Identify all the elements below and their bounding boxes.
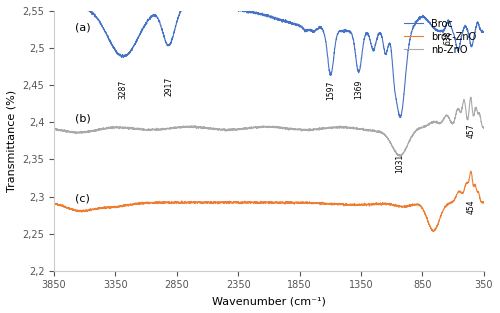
broc-ZnO [234, 201, 240, 205]
Text: (b): (b) [75, 114, 90, 124]
Broc [51, 3, 57, 7]
nb-ZnO [468, 95, 474, 99]
Text: 454: 454 [466, 199, 475, 214]
nb-ZnO [426, 122, 432, 126]
nb-ZnO [51, 128, 57, 131]
Line: Broc: Broc [54, 4, 484, 117]
Broc [216, 7, 222, 11]
Text: 457: 457 [466, 124, 475, 138]
broc-ZnO [216, 200, 222, 204]
broc-ZnO [126, 203, 132, 207]
Text: 638: 638 [444, 30, 453, 45]
Broc [426, 20, 432, 24]
broc-ZnO [430, 230, 436, 233]
Text: (c): (c) [75, 193, 90, 203]
Text: 2917: 2917 [164, 77, 173, 96]
Broc [126, 51, 132, 55]
broc-ZnO [468, 169, 474, 173]
nb-ZnO [126, 126, 132, 130]
nb-ZnO [472, 106, 478, 110]
Legend: Broc, broc-ZnO, nb-ZnO: Broc, broc-ZnO, nb-ZnO [400, 16, 479, 58]
Broc [234, 8, 240, 12]
Line: nb-ZnO: nb-ZnO [54, 97, 484, 156]
Broc [68, 3, 73, 6]
Text: 1369: 1369 [354, 79, 363, 99]
Text: 1597: 1597 [326, 81, 335, 100]
Y-axis label: Transmittance (%): Transmittance (%) [7, 90, 17, 192]
broc-ZnO [426, 222, 432, 226]
Broc [472, 27, 478, 30]
broc-ZnO [481, 200, 487, 204]
Broc [481, 30, 487, 34]
nb-ZnO [100, 127, 106, 131]
Text: 3287: 3287 [118, 80, 128, 99]
X-axis label: Wavenumber (cm⁻¹): Wavenumber (cm⁻¹) [212, 296, 326, 306]
nb-ZnO [398, 154, 404, 158]
broc-ZnO [51, 203, 57, 206]
broc-ZnO [100, 206, 106, 210]
nb-ZnO [481, 126, 487, 130]
Text: (a): (a) [75, 22, 90, 32]
nb-ZnO [234, 126, 240, 130]
Text: 1031: 1031 [396, 153, 404, 173]
Broc [397, 115, 403, 119]
nb-ZnO [216, 127, 222, 131]
broc-ZnO [472, 184, 478, 188]
Line: broc-ZnO: broc-ZnO [54, 171, 484, 232]
Broc [100, 27, 106, 30]
